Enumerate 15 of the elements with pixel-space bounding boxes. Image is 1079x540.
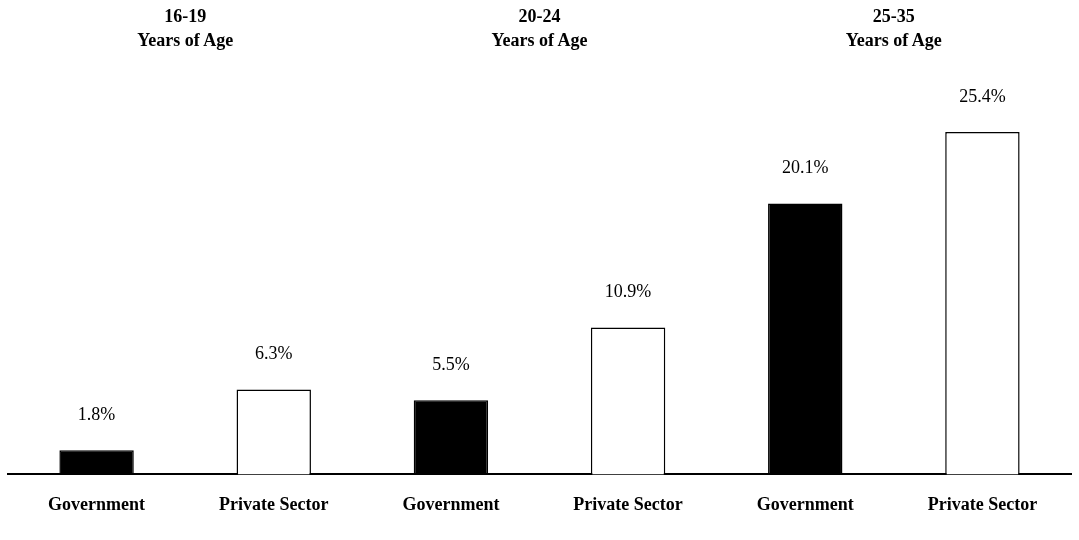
data-label: 20.1% [782, 157, 829, 178]
x-tick-label: Private Sector [573, 493, 683, 514]
x-tick-label: Government [402, 493, 500, 514]
data-label: 25.4% [959, 85, 1006, 106]
data-label: 1.8% [77, 403, 116, 424]
x-tick-label: Private Sector [927, 493, 1038, 514]
text: 20-24 Years of Age [491, 5, 588, 50]
x-tick-label: Private Sector [219, 493, 329, 514]
data-label: 10.9% [604, 281, 652, 302]
data-label: 5.5% [432, 353, 470, 374]
x-tick-label: Government [756, 493, 854, 514]
text: 25-35 Years of Age [845, 5, 942, 50]
text: 16-19 Years of Age [137, 5, 234, 50]
x-tick-label: Government [48, 493, 146, 514]
data-label: 6.3% [255, 343, 293, 364]
